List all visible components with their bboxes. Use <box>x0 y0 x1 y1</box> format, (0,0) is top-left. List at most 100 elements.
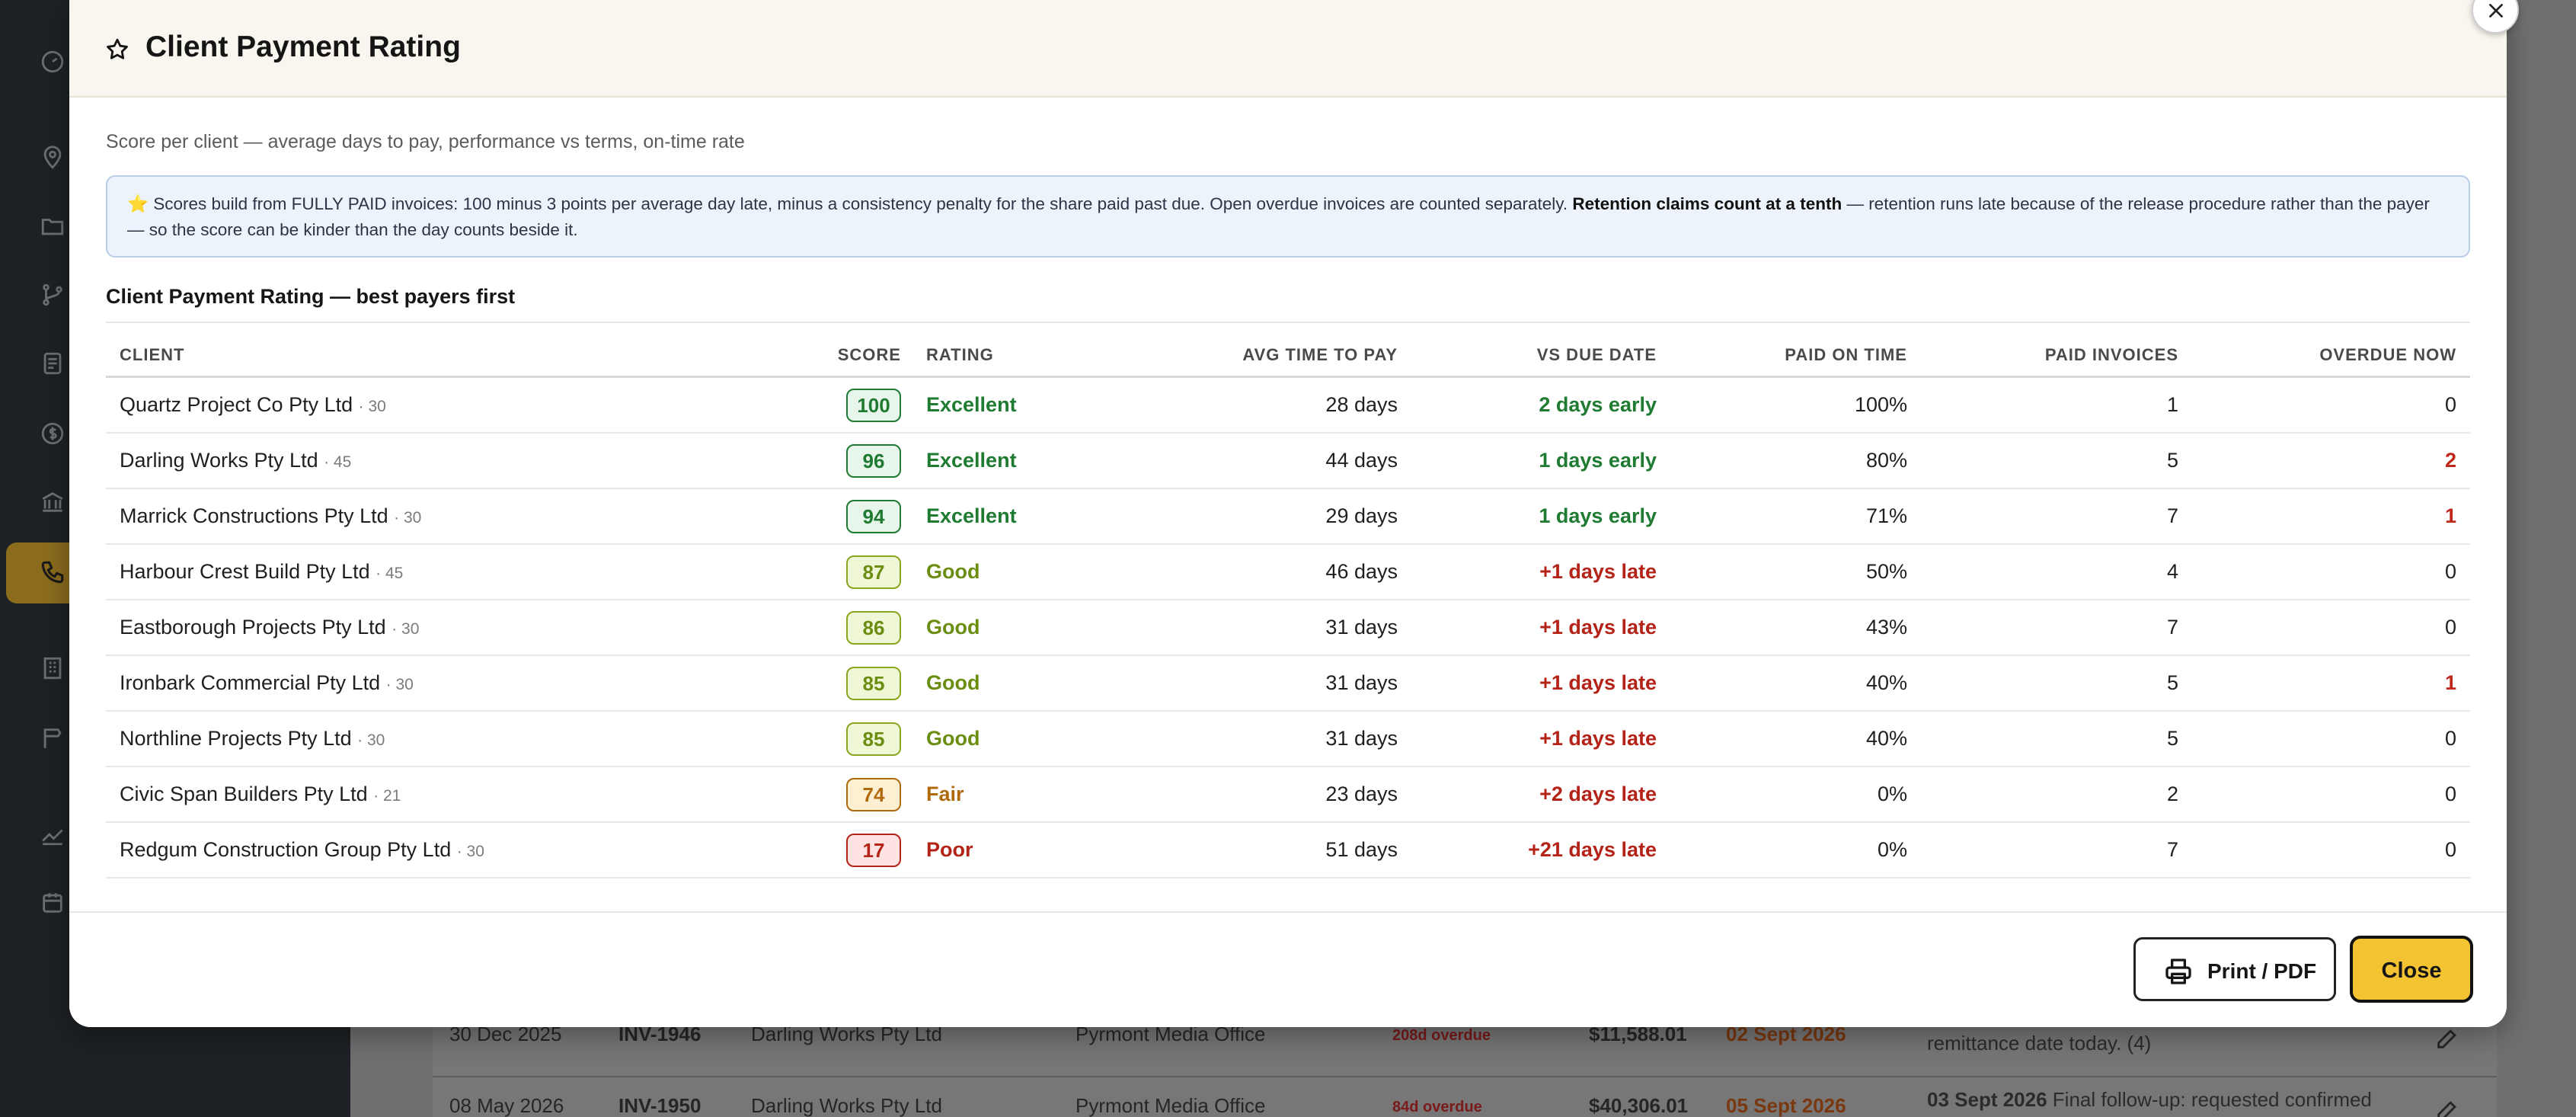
cell-paid-invoices: 7 <box>2166 616 2178 639</box>
cell-paid-on-time: 40% <box>1865 727 1907 750</box>
cell-avg-time: 31 days <box>1325 727 1398 750</box>
score-badge: 85 <box>846 667 901 700</box>
client-name: Quartz Project Co Pty Ltd <box>120 393 353 416</box>
client-name: Harbour Crest Build Pty Ltd <box>120 560 370 583</box>
phone-icon[interactable] <box>40 559 66 585</box>
section-title: Client Payment Rating — best payers firs… <box>106 285 516 308</box>
modal-header: Client Payment Rating <box>69 0 2507 98</box>
cell-rating: Good <box>926 616 980 639</box>
cell-vs-due: 2 days early <box>1539 393 1657 416</box>
cell-paid-invoices: 1 <box>2166 393 2178 416</box>
cell-paid-invoices: 5 <box>2166 449 2178 472</box>
bank-icon[interactable] <box>40 489 66 515</box>
cell-avg-time: 31 days <box>1325 616 1398 639</box>
dollar-icon[interactable] <box>40 421 66 446</box>
star-icon <box>107 38 128 59</box>
bg-cell-amount: $40,306.01 <box>1589 1094 1689 1117</box>
cell-paid-on-time: 0% <box>1877 838 1907 861</box>
table-header: CLIENT SCORE RATING AVG TIME TO PAY VS D… <box>106 332 2470 378</box>
payment-terms: · 30 <box>456 843 484 860</box>
header-paid-on-time[interactable]: PAID ON TIME <box>1785 345 1907 364</box>
location-icon[interactable] <box>40 145 66 171</box>
cell-vs-due: +1 days late <box>1539 671 1657 694</box>
table-row[interactable]: 87 Harbour Crest Build Pty Ltd · 45 Good 46… <box>106 545 2470 600</box>
cell-vs-due: +2 days late <box>1539 783 1657 805</box>
cell-paid-invoices: 5 <box>2166 671 2178 694</box>
score-badge: 96 <box>846 444 901 478</box>
bg-cell-overdue: 84d overdue <box>1392 1099 1482 1115</box>
dashboard-icon[interactable] <box>40 49 66 75</box>
chart-icon[interactable] <box>40 821 66 847</box>
section-divider <box>106 322 2470 323</box>
calendar-icon[interactable] <box>40 890 66 916</box>
cell-overdue-now: 0 <box>2444 393 2456 416</box>
cell-avg-time: 28 days <box>1325 393 1398 416</box>
cell-avg-time: 51 days <box>1325 838 1398 861</box>
client-name: Marrick Constructions Pty Ltd <box>120 504 388 527</box>
client-name: Civic Span Builders Pty Ltd <box>120 783 368 805</box>
signpost-icon[interactable] <box>40 725 66 751</box>
table-row[interactable]: 94 Marrick Constructions Pty Ltd · 30 Exce… <box>106 489 2470 545</box>
cell-client: Quartz Project Co Pty Ltd · 30 <box>120 393 386 417</box>
modal-subtitle: Score per client — average days to pay, … <box>106 131 745 152</box>
table-row[interactable]: 85 Ironbark Commercial Pty Ltd · 30 Good 31… <box>106 656 2470 712</box>
folder-icon[interactable] <box>40 213 66 239</box>
header-avg-time[interactable]: AVG TIME TO PAY <box>1242 345 1398 364</box>
cell-client: Ironbark Commercial Pty Ltd · 30 <box>120 671 414 695</box>
modal-title: Client Payment Rating <box>145 30 461 63</box>
table-row[interactable]: 85 Northline Projects Pty Ltd · 30 Good 31 … <box>106 712 2470 767</box>
bg-cell-overdue: 208d overdue <box>1392 1027 1491 1044</box>
cell-vs-due: 1 days early <box>1539 449 1657 472</box>
cell-avg-time: 23 days <box>1325 783 1398 805</box>
header-client[interactable]: CLIENT <box>120 345 185 364</box>
building-icon[interactable] <box>40 655 66 681</box>
cell-vs-due: +21 days late <box>1528 838 1657 861</box>
client-name: Ironbark Commercial Pty Ltd <box>120 671 381 694</box>
cell-overdue-now: 0 <box>2444 727 2456 750</box>
header-rating[interactable]: RATING <box>926 345 994 364</box>
header-vs-due[interactable]: VS DUE DATE <box>1536 345 1657 364</box>
document-icon[interactable] <box>40 350 66 376</box>
client-payment-rating-modal: Client Payment Rating Score per client —… <box>69 0 2507 1027</box>
edit-icon[interactable] <box>2434 1097 2460 1117</box>
client-name: Darling Works Pty Ltd <box>120 449 318 472</box>
cell-rating: Poor <box>926 838 973 861</box>
cell-overdue-now: 0 <box>2444 838 2456 861</box>
cell-vs-due: +1 days late <box>1539 616 1657 639</box>
score-badge: 100 <box>846 389 901 422</box>
cell-overdue-now: 1 <box>2444 504 2456 527</box>
print-pdf-button[interactable]: Print / PDF <box>2133 937 2336 1001</box>
cell-paid-invoices: 4 <box>2166 560 2178 583</box>
info-emoji: ⭐ <box>127 194 149 213</box>
table-row[interactable]: 100 Quartz Project Co Pty Ltd · 30 Excelle… <box>106 378 2470 434</box>
cell-rating: Excellent <box>926 504 1017 527</box>
info-text-before: Scores build from FULLY PAID invoices: 1… <box>149 194 1573 213</box>
score-badge: 87 <box>846 555 901 589</box>
bg-cell-invoice: INV-1950 <box>618 1094 702 1117</box>
cell-rating: Good <box>926 727 980 750</box>
table-row[interactable]: 86 Eastborough Projects Pty Ltd · 30 Good 3… <box>106 600 2470 656</box>
payment-terms: · 30 <box>357 731 385 749</box>
header-score[interactable]: SCORE <box>837 345 901 364</box>
printer-icon <box>2165 959 2191 984</box>
cell-avg-time: 44 days <box>1325 449 1398 472</box>
branch-icon[interactable] <box>40 282 66 308</box>
cell-paid-on-time: 50% <box>1865 560 1907 583</box>
edit-icon[interactable] <box>2434 1026 2460 1051</box>
header-paid-invoices[interactable]: PAID INVOICES <box>2044 345 2178 364</box>
score-badge: 74 <box>846 778 901 811</box>
cell-paid-invoices: 7 <box>2166 838 2178 861</box>
table-row[interactable]: 74 Civic Span Builders Pty Ltd · 21 Fair 23… <box>106 767 2470 823</box>
payment-terms: · 45 <box>376 565 404 582</box>
close-button[interactable]: Close <box>2350 936 2473 1003</box>
bg-cell-note: 03 Sept 2026 Final follow-up: requested … <box>1927 1088 2372 1112</box>
cell-paid-on-time: 100% <box>1854 393 1907 416</box>
cell-paid-on-time: 0% <box>1877 783 1907 805</box>
cell-vs-due: +1 days late <box>1539 560 1657 583</box>
client-name: Redgum Construction Group Pty Ltd <box>120 838 452 861</box>
table-row[interactable]: 17 Redgum Construction Group Pty Ltd · 30… <box>106 823 2470 879</box>
background-table-row: 08 May 2026 INV-1950 Darling Works Pty Ltd… <box>433 1076 2497 1117</box>
score-badge: 17 <box>846 834 901 867</box>
header-overdue-now[interactable]: OVERDUE NOW <box>2319 345 2456 364</box>
table-row[interactable]: 96 Darling Works Pty Ltd · 45 Excellent 44 … <box>106 434 2470 489</box>
